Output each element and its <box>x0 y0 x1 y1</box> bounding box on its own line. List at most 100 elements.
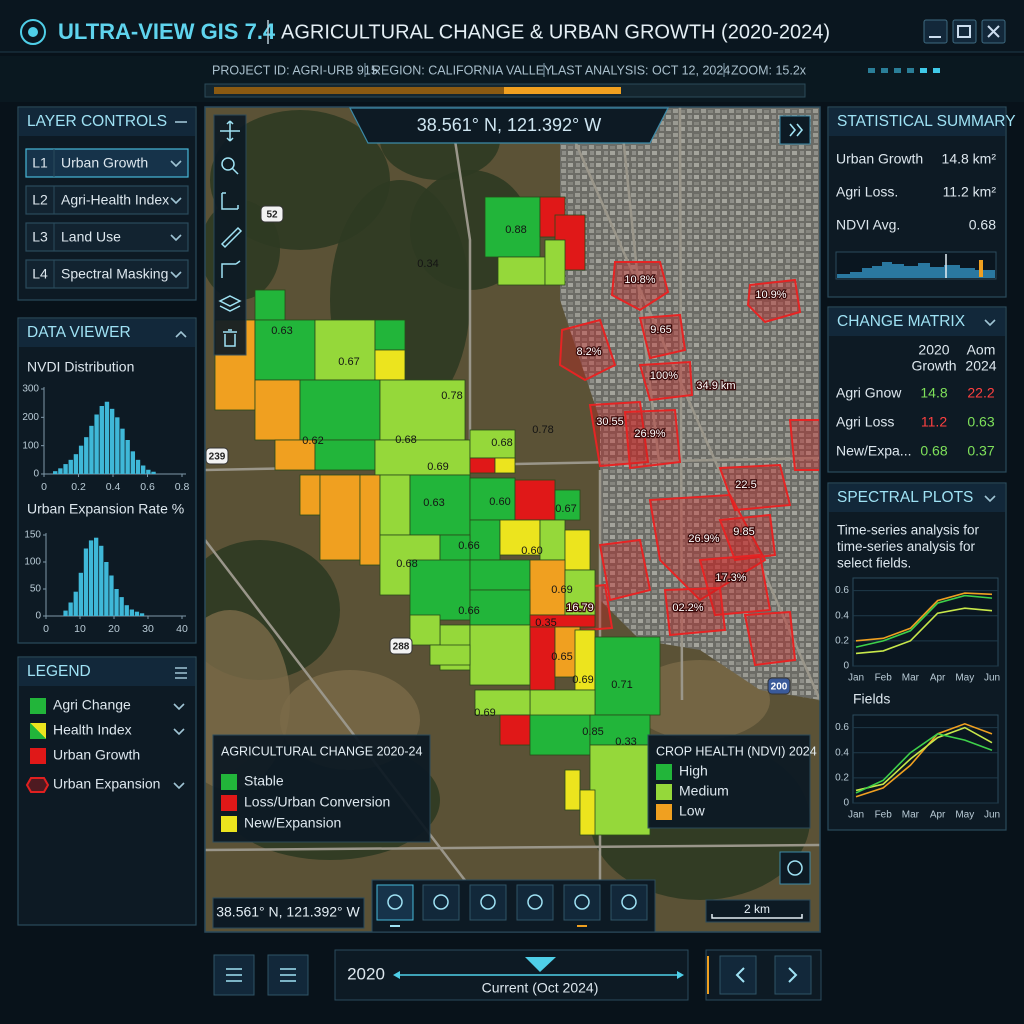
histogram-bar <box>73 454 79 474</box>
y-tick-label: 50 <box>30 584 42 595</box>
map-toolbar-button[interactable] <box>610 884 648 921</box>
legend-swatch <box>30 698 46 714</box>
map-toolbar-button[interactable] <box>516 884 554 921</box>
field-value-label: 0.68 <box>491 437 512 449</box>
layer-row[interactable] <box>25 222 189 252</box>
field-parcel <box>299 474 321 516</box>
map-toolbar-button[interactable] <box>376 884 414 921</box>
y-tick-label: 0 <box>843 798 849 809</box>
field-parcel <box>379 379 466 441</box>
histogram-bar <box>63 464 68 474</box>
app-title: ULTRA-VIEW GIS 7.4 <box>58 19 276 44</box>
map-tool-button[interactable] <box>217 255 243 285</box>
minimize-button[interactable] <box>923 19 948 44</box>
x-tick-label: Apr <box>930 673 946 684</box>
histogram-bar <box>119 597 124 616</box>
status-indicator <box>868 68 875 73</box>
map-toolbar-icon <box>527 894 543 910</box>
map-tool-button[interactable] <box>217 323 243 353</box>
chevron-icon <box>170 234 182 242</box>
chevron-icon <box>170 271 182 279</box>
chevron-icon <box>173 728 185 736</box>
histogram-bar <box>68 602 73 616</box>
map-toolbar-button[interactable] <box>422 884 460 921</box>
urban-expansion-zone <box>623 408 682 470</box>
field-parcel <box>494 457 516 474</box>
field-parcel <box>589 714 651 746</box>
map-tool-button[interactable] <box>217 186 243 216</box>
field-value-label: 0.69 <box>474 707 495 719</box>
field-value-label: 0.68 <box>396 558 417 570</box>
coordinate-display <box>349 107 669 144</box>
field-parcel <box>589 744 651 836</box>
map-legend-box <box>212 734 431 843</box>
status-indicator <box>920 68 927 73</box>
map-legend-title: AGRICULTURAL CHANGE 2020-24 <box>221 744 423 758</box>
map-tool-icon <box>221 157 239 175</box>
app-logo <box>20 19 46 45</box>
layer-row[interactable] <box>25 185 189 215</box>
expand-icon <box>789 123 804 137</box>
map-tool-icon <box>220 226 243 249</box>
map-toolbar-button[interactable] <box>469 884 507 921</box>
chevron-icon <box>170 197 182 205</box>
series-line <box>855 594 993 648</box>
field-parcel <box>497 256 546 286</box>
field-parcel <box>499 714 531 746</box>
histogram-bar <box>151 471 156 474</box>
cursor-coordinates: 38.561° N, 121.392° W <box>216 904 360 920</box>
histogram-bar <box>63 610 68 616</box>
field-parcel <box>379 474 411 536</box>
timeline-handle[interactable] <box>525 957 556 972</box>
map-toolbar-button[interactable] <box>563 884 601 921</box>
urban-growth-label: 30.55 <box>596 416 624 428</box>
field-parcel <box>474 689 531 716</box>
y-tick-label: 0.4 <box>835 747 849 758</box>
histogram-bar <box>78 572 83 616</box>
map-legend-swatch <box>221 774 237 790</box>
matrix-row-label: Agri Loss <box>836 414 894 430</box>
chevron-icon <box>170 160 182 168</box>
road <box>448 107 472 470</box>
urban-expansion-zone <box>746 278 802 324</box>
layer-id: L4 <box>32 266 48 282</box>
urban-expansion-zone <box>788 419 820 471</box>
x-tick-label: Mar <box>902 810 920 821</box>
road-label: 288 <box>393 642 410 653</box>
maximize-button[interactable] <box>952 19 977 44</box>
road-shield <box>260 205 284 223</box>
locate-button[interactable] <box>779 851 811 885</box>
map-legend-swatch <box>221 816 237 832</box>
legend-swatch <box>25 777 50 793</box>
next-button[interactable] <box>774 955 812 995</box>
x-tick-label: 20 <box>108 623 120 635</box>
panel-title: CHANGE MATRIX <box>837 313 966 330</box>
field-value-label: 0.69 <box>572 674 593 686</box>
map-tool-button[interactable] <box>217 289 243 319</box>
histogram-bar <box>58 468 63 474</box>
field-parcel <box>469 429 516 459</box>
panel-title: STATISTICAL SUMMARY <box>837 113 1016 130</box>
layer-row[interactable] <box>25 148 189 178</box>
stat-label: Urban Growth <box>836 151 923 167</box>
map-legend-label: Loss/Urban Conversion <box>244 794 390 810</box>
analysis-progress-fill <box>214 87 504 94</box>
next-button-icon <box>788 967 798 983</box>
histogram-bar <box>141 465 146 474</box>
layer-row[interactable] <box>25 259 189 289</box>
map-tool-icon <box>220 120 240 142</box>
field-parcel <box>499 519 541 556</box>
road-label: 239 <box>209 452 226 463</box>
histogram-bar <box>115 417 120 474</box>
y-tick-label: 0.2 <box>835 772 849 783</box>
field-parcel <box>409 614 441 646</box>
matrix-column-header: Aom <box>967 342 996 358</box>
road <box>558 107 820 701</box>
map-tool-button[interactable] <box>217 151 243 181</box>
y-tick-label: 0.6 <box>835 585 849 596</box>
legend-label: Health Index <box>53 722 132 738</box>
field-value-label: 0.60 <box>489 496 510 508</box>
urban-growth-label: 10.9% <box>755 289 786 301</box>
map-toolbar-icon <box>387 894 403 910</box>
